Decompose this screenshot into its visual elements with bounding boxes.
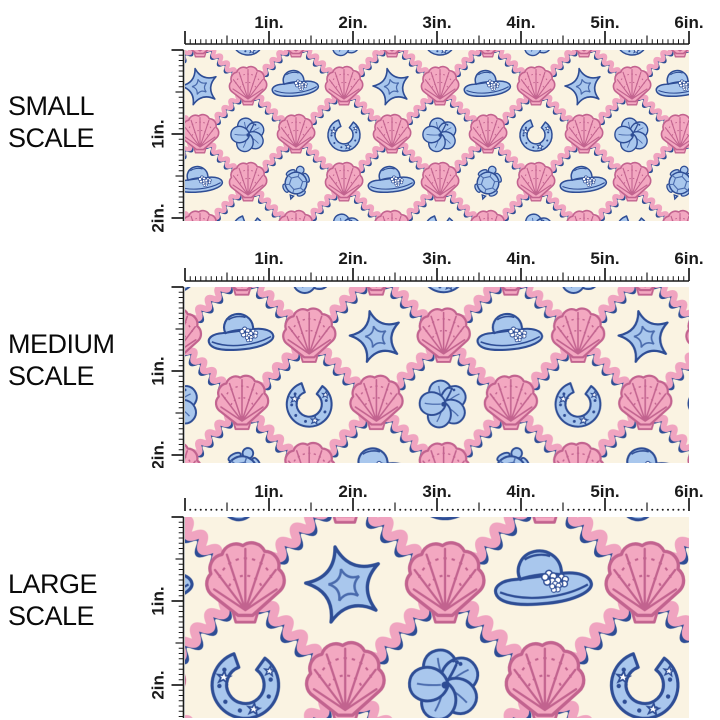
inch-label: 4in. bbox=[506, 13, 535, 32]
inch-label: 2in. bbox=[338, 482, 367, 501]
inch-label-vertical: 2in. bbox=[149, 440, 168, 468]
inch-label-vertical: 1in. bbox=[149, 119, 168, 148]
horizontal-ruler: 1in. 2in. 3in. 4in. 5in. 6in. bbox=[184, 13, 704, 45]
inch-label: 5in. bbox=[590, 482, 619, 501]
scale-label-small: SMALL SCALE bbox=[8, 90, 95, 154]
inch-label: 2in. bbox=[338, 13, 367, 32]
fabric-swatch-small bbox=[185, 50, 689, 221]
horizontal-ruler: 1in. 2in. 3in. 4in. 5in. 6in. bbox=[184, 249, 704, 282]
inch-label: 4in. bbox=[506, 249, 535, 268]
scale-label-large: LARGE SCALE bbox=[8, 568, 98, 632]
inch-label: 2in. bbox=[338, 249, 367, 268]
fabric-swatch-medium bbox=[185, 287, 689, 463]
scale-label-line: SCALE bbox=[8, 361, 95, 391]
scale-section-medium: 1in. 2in. 3in. 4in. 5in. 6in. 1in. 2in. bbox=[149, 249, 704, 468]
inch-label: 3in. bbox=[422, 249, 451, 268]
inch-label-vertical: 2in. bbox=[149, 203, 168, 232]
inch-label: 1in. bbox=[254, 13, 283, 32]
inch-label: 1in. bbox=[254, 482, 283, 501]
scale-label-line: LARGE bbox=[8, 569, 98, 599]
vertical-ruler: 1in. 2in. bbox=[149, 516, 185, 718]
scale-label-line: SMALL bbox=[8, 91, 95, 121]
scale-section-large: 1in. 2in. 3in. 4in. 5in. 6in. 1in. 2in. bbox=[149, 482, 704, 718]
inch-label: 1in. bbox=[254, 249, 283, 268]
inch-label-vertical: 1in. bbox=[149, 356, 168, 385]
scale-label-line: SCALE bbox=[8, 123, 95, 153]
scale-label-line: MEDIUM bbox=[8, 329, 115, 359]
inch-label: 3in. bbox=[422, 13, 451, 32]
inch-label: 6in. bbox=[674, 482, 703, 501]
inch-label: 5in. bbox=[590, 249, 619, 268]
horizontal-ruler: 1in. 2in. 3in. 4in. 5in. 6in. bbox=[184, 482, 704, 511]
inch-label: 3in. bbox=[422, 482, 451, 501]
vertical-ruler: 1in. 2in. bbox=[149, 49, 185, 232]
inch-label: 6in. bbox=[674, 13, 703, 32]
inch-label-vertical: 1in. bbox=[149, 586, 168, 615]
inch-label: 5in. bbox=[590, 13, 619, 32]
scale-label-line: SCALE bbox=[8, 601, 95, 631]
fabric-swatch-large bbox=[185, 517, 689, 718]
inch-label: 4in. bbox=[506, 482, 535, 501]
inch-label: 6in. bbox=[674, 249, 703, 268]
scale-label-medium: MEDIUM SCALE bbox=[8, 328, 115, 392]
scale-section-small: 1in. 2in. 3in. 4in. 5in. 6in. 1in. 2in. bbox=[149, 13, 704, 232]
vertical-ruler: 1in. 2in. bbox=[149, 286, 185, 468]
inch-label-vertical: 2in. bbox=[149, 670, 168, 699]
